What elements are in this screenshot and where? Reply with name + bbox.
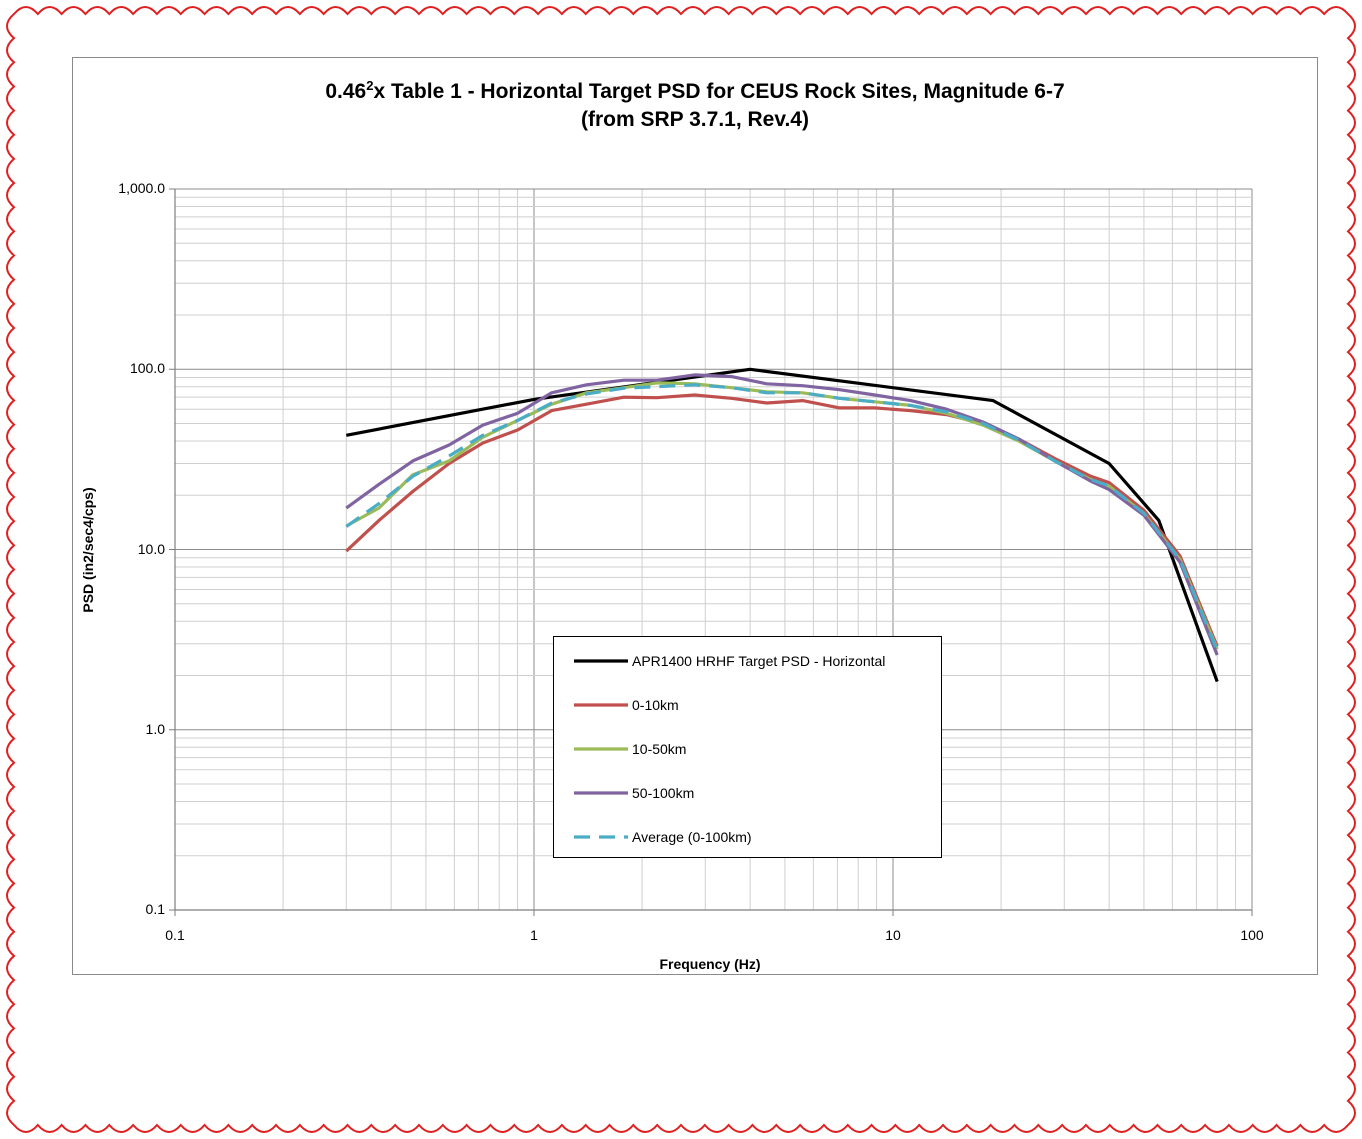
legend-item: Average (0-100km) xyxy=(554,827,752,847)
legend-swatch xyxy=(574,747,628,751)
legend-label: 50-100km xyxy=(632,785,695,801)
chart-title-rest: x Table 1 - Horizontal Target PSD for CE… xyxy=(373,80,1065,103)
chart-title-superscript: 2 xyxy=(366,78,374,93)
x-tick-label: 100 xyxy=(1240,927,1264,943)
y-tick-label: 10.0 xyxy=(137,540,165,557)
y-axis-label: PSD (in2/sec4/cps) xyxy=(80,487,96,613)
x-tick-label: 0.1 xyxy=(165,927,185,943)
x-axis-label: Frequency (Hz) xyxy=(659,956,761,972)
y-tick-label: 100.0 xyxy=(129,360,165,377)
series-line-3 xyxy=(345,373,1219,656)
y-tick-label: 1.0 xyxy=(145,720,165,737)
chart-title-base: 0.46 xyxy=(325,80,367,103)
scalloped-border-path xyxy=(6,6,1356,1133)
legend-item: 0-10km xyxy=(554,695,679,715)
legend-swatch xyxy=(574,659,628,663)
chart-subtitle: (from SRP 3.7.1, Rev.4) xyxy=(581,108,809,131)
legend: APR1400 HRHF Target PSD - Horizontal 0-10… xyxy=(553,636,942,858)
series-line-2 xyxy=(345,381,1219,650)
legend-item: 10-50km xyxy=(554,739,686,759)
chart-title: 0.462x Table 1 - Horizontal Target PSD f… xyxy=(72,78,1318,104)
legend-item: 50-100km xyxy=(554,783,694,803)
y-tick-label: 0.1 xyxy=(145,901,165,917)
legend-swatch xyxy=(574,835,628,839)
series-line-1 xyxy=(345,393,1219,648)
legend-label: 10-50km xyxy=(632,741,687,757)
legend-label: Average (0-100km) xyxy=(632,829,752,845)
legend-label: 0-10km xyxy=(632,697,679,713)
legend-item: APR1400 HRHF Target PSD - Horizontal xyxy=(554,651,885,671)
series-line-4 xyxy=(345,383,1219,652)
y-tick-label: 1,000.0 xyxy=(118,180,165,196)
legend-swatch xyxy=(574,791,628,795)
x-tick-label: 10 xyxy=(885,927,901,943)
legend-swatch xyxy=(574,703,628,707)
x-tick-label: 1 xyxy=(530,927,538,943)
legend-label: APR1400 HRHF Target PSD - Horizontal xyxy=(632,653,886,669)
series-line-0 xyxy=(345,367,1219,683)
